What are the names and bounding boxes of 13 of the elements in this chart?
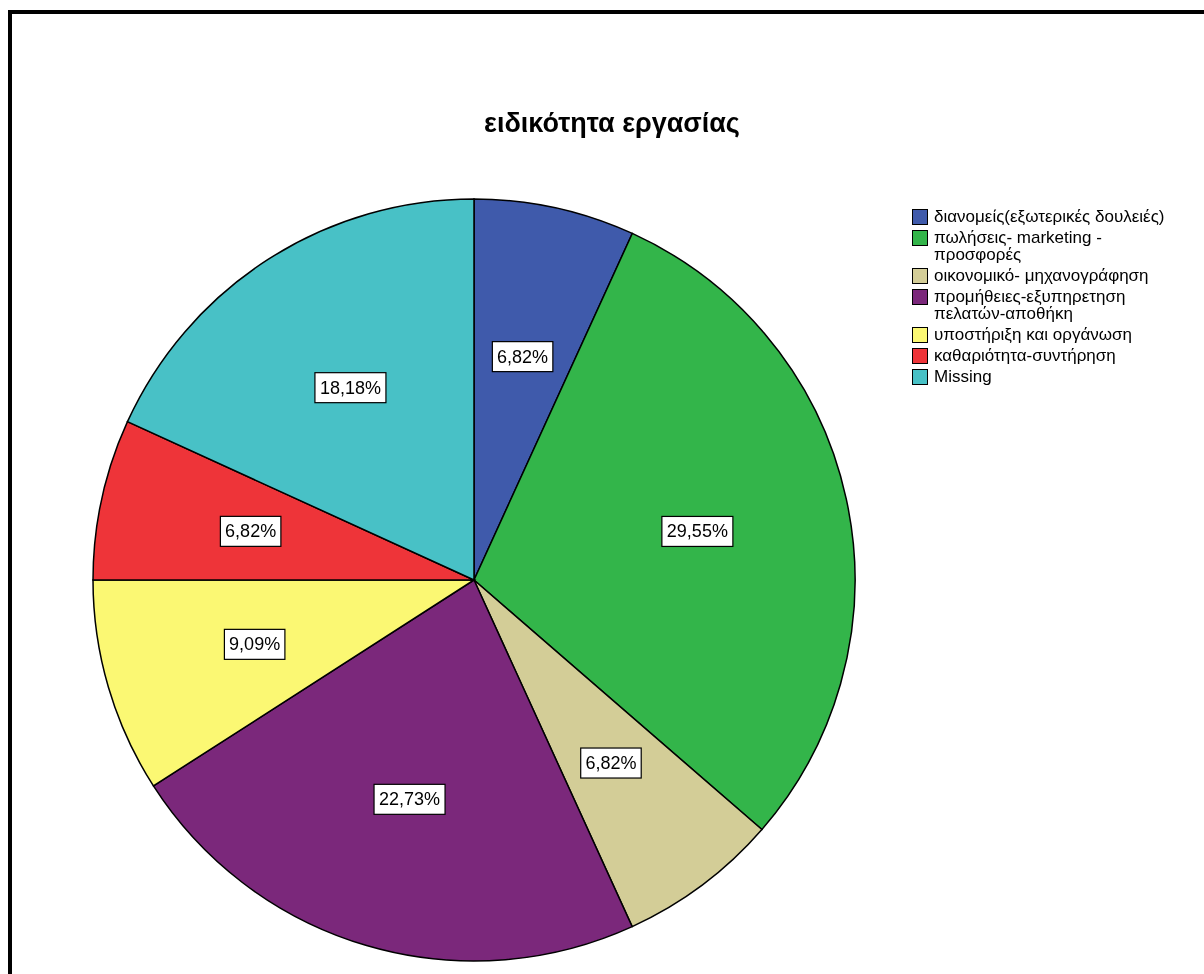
- data-label: 18,18%: [319, 377, 381, 398]
- data-label: 6,82%: [585, 753, 637, 774]
- legend-label: καθαριότητα-συντήρηση: [934, 346, 1117, 365]
- data-label: 22,73%: [379, 789, 441, 810]
- data-label: 9,09%: [229, 634, 281, 655]
- legend-label: διανομείς(εξωτερικές δουλειές): [934, 207, 1166, 226]
- legend-label: Missing: [934, 367, 993, 386]
- data-label: 6,82%: [497, 346, 549, 367]
- legend-label: υποστήριξη και οργάνωση: [934, 325, 1133, 344]
- chart-title: ειδικότητα εργασίας: [483, 108, 741, 139]
- data-label: 6,82%: [225, 521, 277, 542]
- data-label: 29,55%: [666, 521, 728, 542]
- legend-label: οικονομικό- μηχανογράφηση: [934, 266, 1150, 285]
